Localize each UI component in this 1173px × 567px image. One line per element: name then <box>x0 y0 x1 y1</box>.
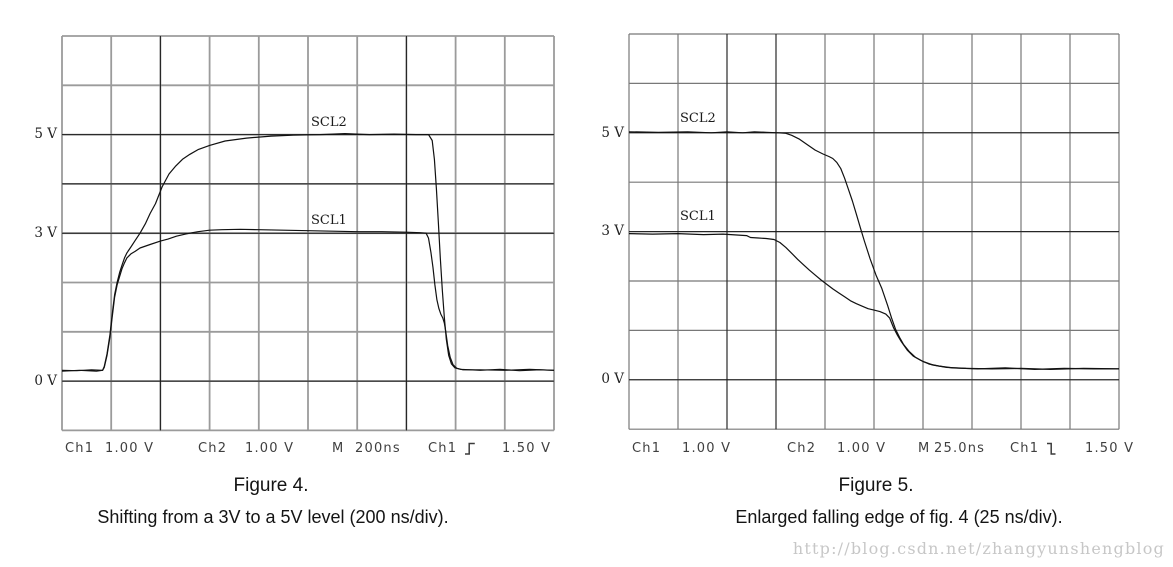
trigger-source: Ch1 <box>1010 441 1040 456</box>
figure4-subtitle: Shifting from a 3V to a 5V level (200 ns… <box>97 507 449 527</box>
y-axis-label-0v: 0 V <box>601 371 624 387</box>
ch1-label: Ch1 <box>632 441 662 456</box>
timebase-m-label: M <box>918 441 931 456</box>
ch2-scale: 1.00 V <box>837 441 887 456</box>
trace-label-scl2: SCL2 <box>680 111 716 126</box>
ch2-label: Ch2 <box>787 441 817 456</box>
trace-label-scl2: SCL2 <box>311 115 347 130</box>
trigger-level: 1.50 V <box>1085 441 1135 456</box>
rising-edge-icon <box>465 442 475 455</box>
y-axis-label-5v: 5 V <box>34 126 57 142</box>
y-axis-label-5v: 5 V <box>601 125 624 141</box>
falling-edge-icon <box>1047 442 1056 455</box>
figure5-title: Figure 5. <box>838 475 914 496</box>
timebase-value: 200ns <box>355 441 401 456</box>
ch2-label: Ch2 <box>198 441 228 456</box>
trigger-source: Ch1 <box>428 441 458 456</box>
ch1-label: Ch1 <box>65 441 95 456</box>
ch1-scale: 1.00 V <box>105 441 155 456</box>
y-axis-label-3v: 3 V <box>601 223 624 239</box>
trace-scl1 <box>628 233 1119 370</box>
timebase-m-label: M <box>332 441 345 456</box>
timebase-value: 25.0ns <box>934 441 986 456</box>
y-axis-label-3v: 3 V <box>34 225 57 241</box>
figure5-subtitle: Enlarged falling edge of fig. 4 (25 ns/d… <box>735 507 1063 527</box>
ch2-scale: 1.00 V <box>245 441 295 456</box>
ch1-scale: 1.00 V <box>682 441 732 456</box>
watermark-url: http://blog.csdn.net/zhangyunshengblog <box>792 539 1165 558</box>
trace-scl1 <box>61 228 555 372</box>
figure4-title: Figure 4. <box>233 475 309 496</box>
trace-label-scl1: SCL1 <box>311 213 347 228</box>
trigger-level: 1.50 V <box>502 441 552 456</box>
y-axis-label-0v: 0 V <box>34 373 57 389</box>
trace-label-scl1: SCL1 <box>680 209 716 224</box>
